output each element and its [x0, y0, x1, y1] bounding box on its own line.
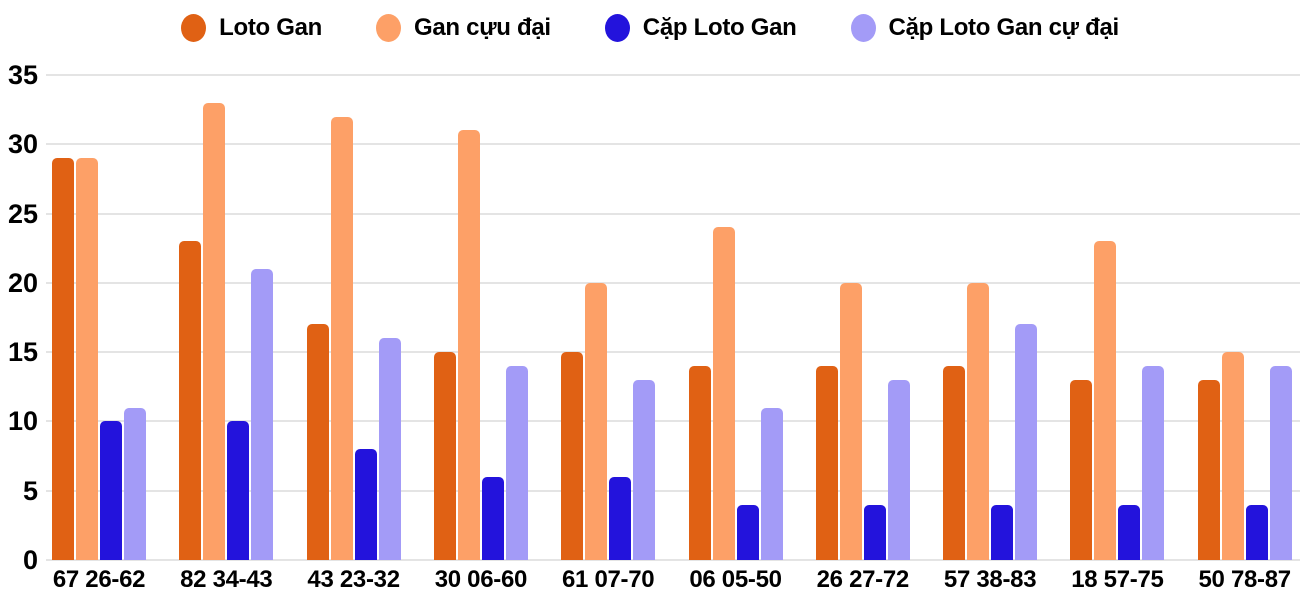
legend-swatch-icon	[181, 14, 207, 42]
bar-cặp-loto-gan-cự-đại-group-0[interactable]	[124, 407, 146, 560]
legend-item-1[interactable]: Gan cựu đại	[376, 14, 551, 42]
legend-label: Loto Gan	[219, 14, 323, 41]
bar-cặp-loto-gan-cự-đại-group-1[interactable]	[251, 269, 274, 560]
bar-cặp-loto-gan-cự-đại-group-4[interactable]	[633, 379, 656, 560]
bar-cặp-loto-gan-group-6[interactable]	[863, 504, 886, 560]
x-tick-label-6: 26 27-72	[816, 566, 910, 593]
bar-gan-cựu-đại-group-5[interactable]	[712, 227, 735, 560]
gridline-y-0	[46, 559, 1300, 561]
legend-swatch-icon	[850, 14, 876, 42]
legend-item-2[interactable]: Cặp Loto Gan	[604, 14, 797, 42]
bar-cặp-loto-gan-cự-đại-group-9[interactable]	[1269, 366, 1292, 560]
y-tick-label-30: 30	[7, 129, 38, 160]
bar-gan-cựu-đại-group-2[interactable]	[330, 116, 353, 560]
bar-cặp-loto-gan-group-8[interactable]	[1118, 504, 1141, 560]
legend-swatch-icon	[376, 14, 402, 42]
bar-loto-gan-group-0[interactable]	[52, 158, 74, 560]
bar-cặp-loto-gan-group-4[interactable]	[609, 476, 632, 560]
bar-loto-gan-group-9[interactable]	[1197, 379, 1220, 560]
gridline-y-10	[46, 420, 1300, 423]
bar-cặp-loto-gan-cự-đại-group-6[interactable]	[887, 379, 910, 560]
bar-cặp-loto-gan-cự-đại-group-8[interactable]	[1142, 366, 1165, 560]
bar-loto-gan-group-2[interactable]	[306, 324, 329, 560]
y-tick-label-15: 15	[7, 337, 38, 368]
gridline-y-5	[46, 489, 1300, 492]
bar-gan-cựu-đại-group-1[interactable]	[203, 102, 226, 560]
legend-label: Cặp Loto Gan	[642, 14, 797, 41]
bar-gan-cựu-đại-group-4[interactable]	[585, 282, 608, 560]
legend-label: Gan cựu đại	[414, 14, 551, 41]
y-tick-label-25: 25	[7, 198, 38, 229]
bar-loto-gan-group-3[interactable]	[433, 352, 456, 560]
bar-loto-gan-group-1[interactable]	[179, 241, 202, 560]
bar-cặp-loto-gan-group-5[interactable]	[736, 504, 759, 560]
x-tick-label-0: 67 26-62	[52, 566, 146, 593]
bar-cặp-loto-gan-group-2[interactable]	[354, 449, 377, 560]
gridline-y-25	[46, 212, 1300, 215]
bar-cặp-loto-gan-cự-đại-group-5[interactable]	[760, 407, 783, 560]
x-tick-label-2: 43 23-32	[307, 566, 400, 593]
bar-loto-gan-group-6[interactable]	[815, 366, 838, 560]
bar-gan-cựu-đại-group-6[interactable]	[839, 282, 862, 560]
legend-item-0[interactable]: Loto Gan	[181, 14, 322, 42]
bar-gan-cựu-đại-group-9[interactable]	[1221, 352, 1244, 560]
bar-cặp-loto-gan-group-0[interactable]	[100, 421, 122, 560]
gridline-y-30	[46, 143, 1300, 146]
x-tick-label-9: 50 78-87	[1198, 566, 1292, 593]
bar-gan-cựu-đại-group-7[interactable]	[967, 282, 990, 560]
legend-item-3[interactable]: Cặp Loto Gan cự đại	[850, 14, 1120, 42]
chart-legend: Loto Gan Gan cựu đại Cặp Loto Gan Cặp Loto …	[0, 8, 1300, 48]
bar-gan-cựu-đại-group-8[interactable]	[1094, 241, 1117, 560]
x-tick-label-8: 18 57-75	[1071, 566, 1164, 593]
y-tick-label-10: 10	[7, 406, 38, 437]
x-tick-label-5: 06 05-50	[689, 566, 782, 593]
gridline-y-35	[46, 74, 1300, 76]
y-tick-label-5: 5	[22, 475, 38, 506]
bar-loto-gan-group-7[interactable]	[943, 366, 966, 560]
gridline-y-15	[46, 351, 1300, 354]
bar-cặp-loto-gan-cự-đại-group-2[interactable]	[378, 338, 401, 560]
bar-loto-gan-group-8[interactable]	[1070, 379, 1093, 560]
bar-gan-cựu-đại-group-3[interactable]	[457, 130, 480, 560]
gridline-y-20	[46, 281, 1300, 284]
bar-loto-gan-group-5[interactable]	[688, 366, 711, 560]
bar-cặp-loto-gan-group-9[interactable]	[1245, 504, 1268, 560]
bar-cặp-loto-gan-group-1[interactable]	[227, 421, 250, 560]
x-tick-label-4: 61 07-70	[562, 566, 655, 593]
y-tick-label-0: 0	[22, 545, 38, 575]
x-tick-label-7: 57 38-83	[943, 566, 1037, 593]
legend-label: Cặp Loto Gan cự đại	[888, 14, 1120, 41]
y-tick-label-35: 35	[7, 60, 38, 90]
y-tick-label-20: 20	[7, 267, 38, 298]
bar-cặp-loto-gan-group-3[interactable]	[481, 476, 504, 560]
bar-cặp-loto-gan-group-7[interactable]	[991, 504, 1014, 560]
bar-cặp-loto-gan-cự-đại-group-3[interactable]	[505, 366, 528, 560]
legend-swatch-icon	[604, 14, 630, 42]
x-tick-label-3: 30 06-60	[434, 566, 528, 593]
bar-cặp-loto-gan-cự-đại-group-7[interactable]	[1015, 324, 1038, 560]
bar-gan-cựu-đại-group-0[interactable]	[76, 158, 98, 560]
bar-loto-gan-group-4[interactable]	[561, 352, 584, 560]
x-tick-label-1: 82 34-43	[180, 566, 273, 593]
